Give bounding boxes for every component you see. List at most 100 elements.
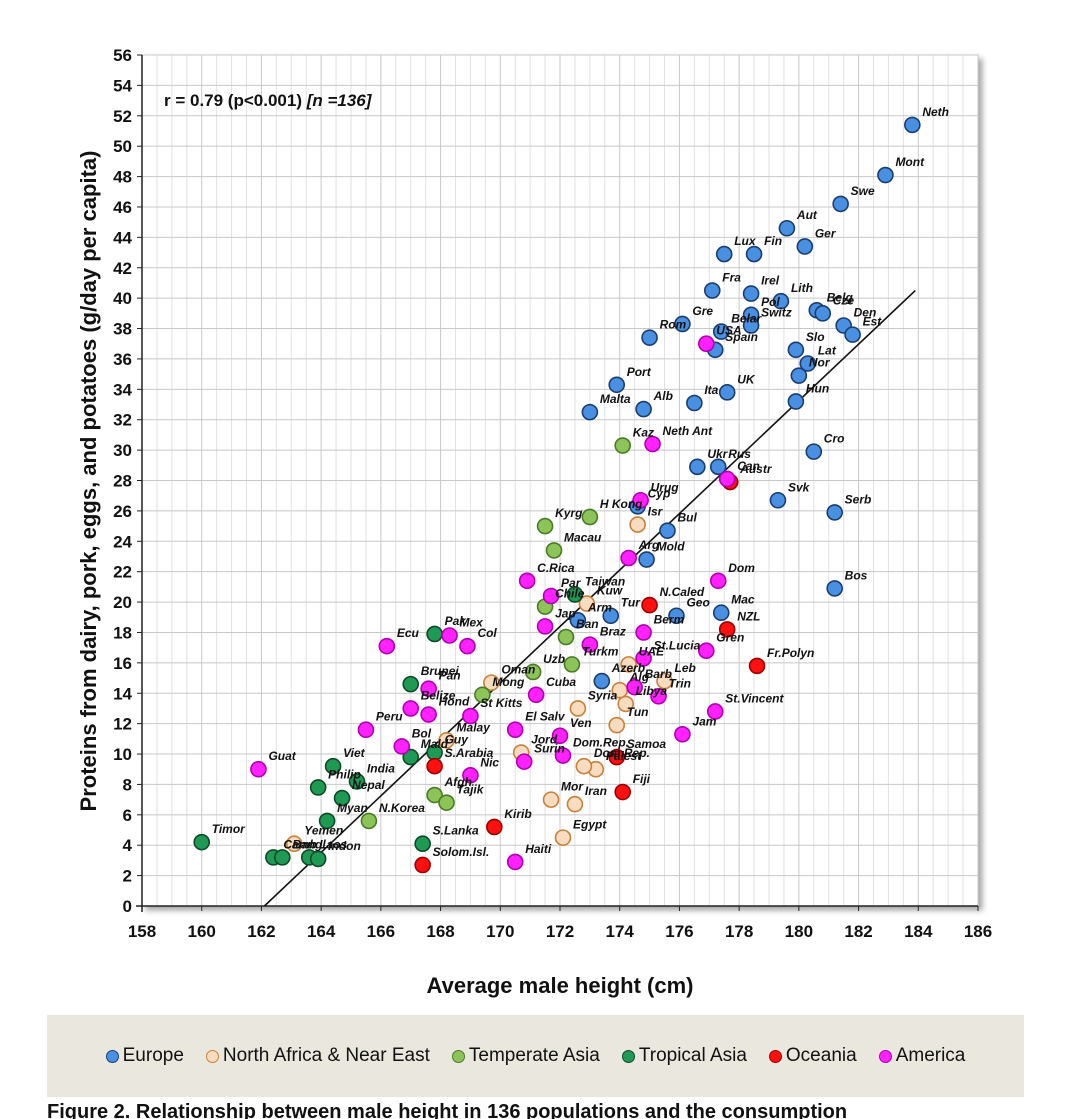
data-point	[638, 551, 655, 568]
y-tick-label: 56	[113, 46, 132, 65]
data-point	[632, 491, 649, 509]
data-point	[536, 517, 554, 535]
data-point	[787, 393, 805, 410]
data-point	[703, 282, 721, 299]
data-point	[581, 403, 599, 421]
data-point	[635, 624, 652, 641]
data-point	[414, 856, 431, 874]
data-point	[608, 748, 626, 766]
point-label: Swe	[851, 184, 875, 198]
point-label: El Salv	[525, 710, 566, 724]
point-label: Den	[854, 305, 877, 319]
y-tick-labels: 0246810121416182022242628303234363840424…	[113, 46, 142, 916]
x-tick-label: 170	[486, 922, 514, 941]
data-point	[709, 458, 727, 476]
y-tick-label: 42	[113, 259, 132, 278]
data-point	[718, 470, 736, 488]
data-point	[581, 636, 599, 653]
point-label: Mont	[895, 155, 925, 169]
point-label: Guy	[445, 733, 470, 747]
data-point	[778, 219, 796, 237]
stat-annotation: r = 0.79 (p<0.001) [n =136]	[164, 91, 373, 110]
legend-item: North Africa & Near East	[205, 1045, 430, 1067]
point-label: H Kong	[600, 497, 643, 511]
point-label: Macau	[564, 530, 602, 544]
y-tick-label: 50	[113, 137, 132, 156]
x-tick-label: 174	[606, 922, 635, 941]
point-label: Fiji	[633, 772, 651, 786]
data-point	[324, 757, 342, 775]
data-point	[486, 818, 503, 836]
point-label: Dom.Rep.	[594, 746, 650, 760]
y-tick-label: 26	[113, 502, 132, 521]
point-label: Kyrg	[555, 506, 583, 520]
y-tick-label: 28	[113, 472, 132, 491]
y-tick-label: 40	[113, 289, 132, 308]
point-label: Samoa	[627, 737, 667, 751]
x-tick-label: 186	[964, 922, 992, 941]
y-tick-label: 32	[113, 411, 132, 430]
data-point	[787, 341, 805, 359]
point-label: Timor	[212, 822, 246, 836]
legend-label: Temperate Asia	[468, 1045, 600, 1066]
data-point	[650, 687, 667, 705]
data-point	[697, 335, 715, 353]
point-label: Isr	[648, 505, 664, 519]
data-point	[772, 292, 790, 310]
point-label: Bol	[412, 726, 432, 740]
data-point	[414, 835, 431, 852]
point-label: Port	[627, 365, 652, 379]
data-point	[641, 596, 658, 614]
x-tick-label: 168	[426, 922, 454, 941]
legend-label: Tropical Asia	[638, 1045, 747, 1066]
point-label: Can	[737, 459, 760, 473]
point-label: Philip	[328, 767, 361, 781]
x-tick-label: 184	[904, 922, 933, 941]
point-label: Kuw	[597, 584, 623, 598]
data-point	[718, 621, 736, 638]
point-label: Myan	[337, 801, 368, 815]
point-label: St.Lucia	[654, 638, 701, 652]
point-label: Pol	[761, 295, 780, 309]
data-point	[536, 618, 554, 635]
data-point	[402, 675, 420, 693]
data-point	[826, 504, 843, 521]
data-point	[790, 367, 808, 384]
legend-item: Tropical Asia	[621, 1045, 747, 1067]
y-tick-label: 10	[113, 745, 132, 764]
data-point	[250, 760, 267, 778]
data-point	[506, 721, 524, 739]
data-point	[748, 657, 766, 675]
point-label: Egypt	[573, 818, 607, 832]
point-label: Ukr	[707, 447, 728, 461]
data-point	[635, 400, 652, 418]
data-point	[527, 686, 545, 704]
legend-swatch	[105, 1049, 119, 1063]
point-label: Lith	[791, 281, 813, 295]
data-point	[554, 747, 572, 764]
data-point	[462, 707, 479, 725]
point-label: N.Caled	[660, 585, 705, 599]
point-label: Afgh	[444, 775, 472, 789]
legend-label: Europe	[122, 1045, 184, 1066]
data-point	[799, 355, 817, 372]
data-point	[459, 637, 476, 655]
point-label: Cyp	[648, 486, 671, 500]
point-label: Belg	[827, 290, 854, 304]
data-point	[360, 812, 378, 830]
point-label: Barb	[645, 667, 672, 681]
point-label: Peru	[376, 710, 403, 724]
data-point	[644, 435, 661, 453]
scatter-chart: 0246810121416182022242628303234363840424…	[76, 46, 992, 998]
x-tick-label: 164	[307, 922, 336, 941]
point-label: Ita	[704, 383, 718, 397]
data-point	[506, 853, 524, 871]
point-label: Par	[561, 576, 582, 590]
y-tick-label: 12	[113, 715, 132, 734]
y-tick-label: 36	[113, 350, 132, 369]
data-point	[318, 812, 336, 830]
data-point	[566, 795, 584, 813]
data-point	[551, 727, 569, 745]
data-point	[742, 317, 760, 334]
data-point	[474, 686, 491, 704]
